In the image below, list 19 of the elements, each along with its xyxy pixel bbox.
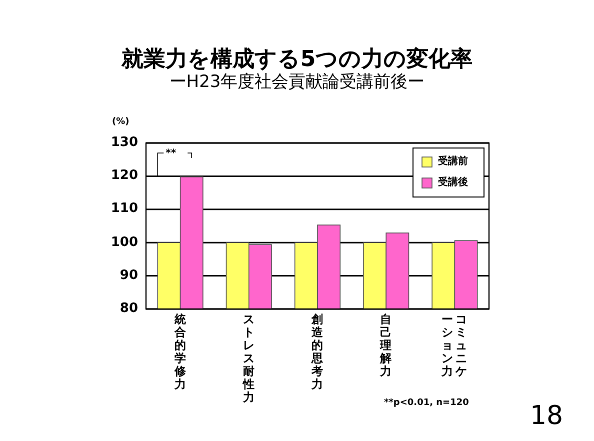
xtick: 創造的思考力 xyxy=(310,313,324,391)
ytick: 100 xyxy=(110,234,138,251)
annotation: 18 xyxy=(530,401,564,431)
subtitle: ーH23年度社会貢献論受講前後ー xyxy=(168,71,426,93)
xtick: 統合的学修力 xyxy=(173,313,188,391)
legend: 受講後 xyxy=(438,176,468,190)
ytick: 90 xyxy=(118,268,138,284)
annotation: ** xyxy=(166,148,176,160)
annotation: **p<0.01, n=120 xyxy=(384,398,469,408)
ytick: 130 xyxy=(110,135,138,151)
xtick: 自己理解力 xyxy=(379,313,394,378)
xtick: ストレス耐性力 xyxy=(242,313,256,404)
title: 就業力を構成する5つの力の変化率 xyxy=(120,46,474,72)
legend: 受講前 xyxy=(438,155,468,169)
ylabel: (%) xyxy=(112,117,130,127)
ytick: 80 xyxy=(118,301,138,317)
xtick: コミュニケーション力 xyxy=(440,313,469,378)
ytick: 120 xyxy=(110,168,138,184)
ytick: 110 xyxy=(110,201,138,218)
